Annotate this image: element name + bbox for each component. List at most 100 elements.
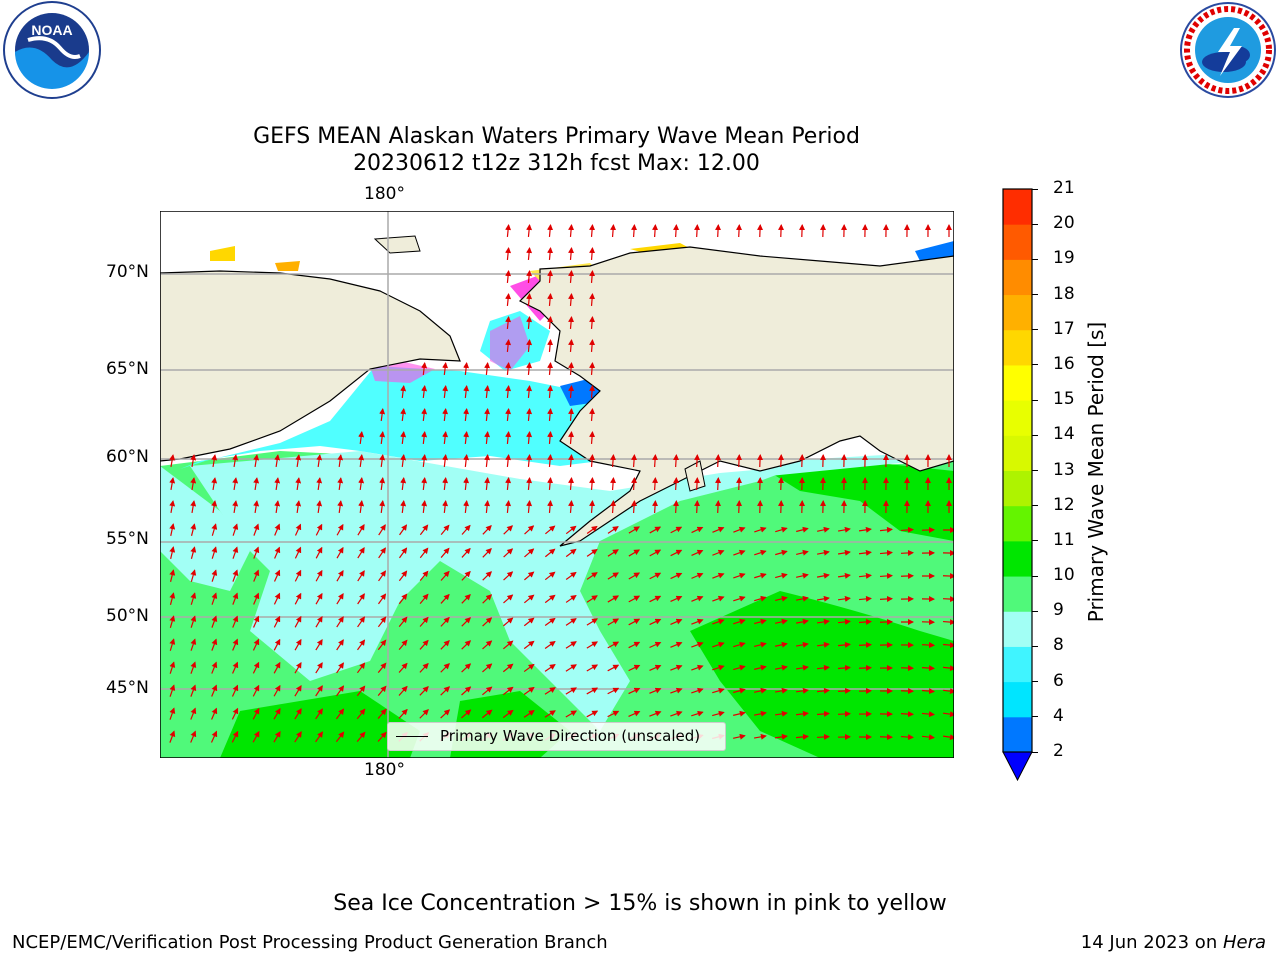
wave-arrow — [586, 572, 598, 580]
wave-arrow — [419, 709, 429, 719]
wave-arrow — [610, 454, 617, 468]
wave-arrow — [900, 526, 914, 533]
wave-arrow — [736, 477, 743, 491]
wave-arrow — [169, 684, 176, 697]
wave-arrow — [775, 641, 788, 648]
wave-arrow — [775, 526, 788, 533]
wave-arrow — [461, 617, 471, 627]
wave-arrow — [398, 547, 408, 559]
wave-arrow — [816, 733, 830, 740]
wave-arrow — [463, 362, 470, 376]
wave-arrow — [568, 454, 575, 468]
wave-arrow — [316, 477, 323, 491]
wave-arrow — [169, 638, 176, 651]
wave-arrow — [274, 546, 281, 559]
wave-arrow — [544, 687, 556, 695]
wave-arrow — [879, 595, 893, 602]
wave-arrow — [547, 316, 554, 330]
wave-arrow — [503, 594, 514, 604]
colorbar-tick-label: 15 — [1053, 389, 1075, 410]
wave-arrow — [712, 526, 725, 533]
wave-arrow — [400, 431, 407, 445]
wave-arrow — [858, 549, 872, 556]
wave-arrow — [505, 500, 512, 514]
colorbar-tick-label: 12 — [1053, 494, 1075, 515]
wave-arrow — [900, 734, 914, 741]
wave-arrow — [586, 525, 598, 534]
wave-arrow — [775, 572, 788, 579]
wave-arrow — [757, 500, 764, 514]
wave-arrow — [568, 385, 575, 399]
wave-arrow — [379, 500, 386, 514]
wave-arrow — [816, 664, 830, 671]
wave-arrow — [294, 708, 302, 720]
wave-arrow — [294, 569, 302, 582]
wave-arrow — [628, 572, 641, 580]
wave-arrow — [775, 618, 788, 625]
wave-arrow — [398, 685, 408, 696]
wave-arrow — [505, 247, 512, 261]
wave-arrow — [505, 362, 512, 376]
wave-arrow — [211, 523, 218, 536]
wave-arrow — [589, 224, 596, 238]
map-legend: Primary Wave Direction (unscaled) — [387, 722, 726, 751]
wave-arrow — [589, 270, 596, 284]
wave-arrow — [315, 662, 323, 674]
wave-arrow — [502, 686, 514, 696]
wave-arrow — [754, 595, 767, 602]
wave-arrow — [484, 454, 491, 468]
wave-arrow — [942, 642, 954, 649]
colorbar-label: Primary Wave Mean Period [s] — [1084, 321, 1108, 623]
wave-arrow — [315, 523, 323, 536]
lat-label-65: 65°N — [106, 359, 149, 379]
wave-arrow — [586, 710, 599, 718]
wave-arrow — [169, 661, 176, 674]
wave-arrow — [232, 546, 239, 559]
colorbar-tick-label: 18 — [1053, 283, 1075, 304]
wave-arrow — [544, 594, 556, 604]
wave-arrow — [589, 339, 596, 353]
wave-arrow — [315, 708, 323, 720]
wave-arrow — [733, 664, 746, 671]
wave-arrow — [211, 615, 218, 628]
wave-arrow — [316, 500, 323, 514]
wave-arrow — [232, 569, 239, 582]
wave-arrow — [232, 661, 239, 674]
wave-arrow — [379, 454, 386, 468]
wave-arrow — [421, 454, 428, 468]
colorbar-block — [1003, 189, 1032, 225]
wave-arrow — [754, 618, 767, 625]
wave-arrow — [421, 477, 428, 491]
wave-arrow — [547, 339, 554, 353]
wave-arrow — [649, 664, 662, 671]
wave-arrow — [589, 408, 596, 422]
wave-arrow — [524, 548, 535, 558]
colorbar-tick-mark — [1032, 540, 1038, 542]
wave-arrow — [795, 664, 809, 671]
wave-arrow — [253, 592, 260, 605]
wave-arrow — [502, 709, 514, 719]
wave-arrow — [754, 526, 767, 533]
wave-arrow — [652, 500, 659, 514]
wave-arrow — [547, 270, 554, 284]
wave-arrow — [547, 408, 554, 422]
wave-arrow — [565, 687, 577, 695]
wave-arrow — [419, 662, 429, 673]
wave-arrow — [231, 707, 239, 720]
wave-arrow — [505, 316, 512, 330]
wave-arrow — [691, 549, 704, 557]
lat-label-55: 55°N — [106, 529, 149, 549]
wave-arrow — [273, 592, 281, 605]
wave-arrow — [377, 685, 387, 697]
wave-arrow — [336, 523, 344, 536]
colorbar-tick-label: 14 — [1053, 424, 1075, 445]
wave-arrow — [294, 731, 302, 743]
wave-arrow — [253, 454, 260, 468]
wave-arrow — [211, 500, 218, 514]
lat-label-60: 60°N — [106, 447, 149, 467]
wave-arrow — [357, 524, 365, 536]
wave-arrow — [336, 616, 344, 628]
wave-arrow — [211, 592, 218, 605]
colorbar-tick-mark — [1032, 364, 1038, 366]
wave-arrow — [691, 687, 704, 694]
